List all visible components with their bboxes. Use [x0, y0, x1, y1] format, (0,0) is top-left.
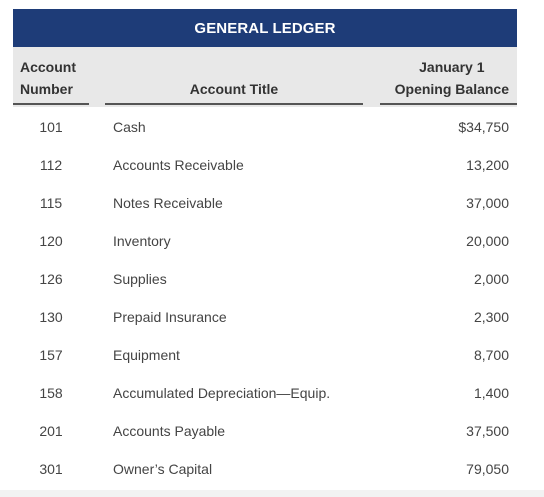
bottom-edge-band [0, 490, 544, 497]
opening-balance: 13,200 [466, 157, 509, 173]
opening-balance: 8,700 [473, 347, 509, 363]
account-title: Owner’s Capital [113, 461, 213, 477]
account-title: Supplies [113, 271, 167, 287]
table-row: 158 Accumulated Depreciation—Equip. 1,40… [13, 374, 517, 412]
account-title: Equipment [113, 347, 180, 363]
opening-balance: $34,750 [458, 119, 509, 135]
account-title: Accumulated Depreciation—Equip. [113, 385, 331, 401]
account-number: 201 [39, 423, 63, 439]
opening-balance: 2,000 [473, 271, 509, 287]
table-body: 101 Cash $34,750 112 Accounts Receivable… [13, 108, 517, 488]
general-ledger-table: GENERAL LEDGER Account Number Account Ti… [13, 9, 517, 488]
account-title: Inventory [113, 233, 171, 249]
table-row: 115 Notes Receivable 37,000 [13, 184, 517, 222]
account-number: 101 [39, 119, 63, 135]
table-row: 130 Prepaid Insurance 2,300 [13, 298, 517, 336]
opening-balance: 79,050 [466, 461, 509, 477]
header-opening-balance-line1: January 1 [419, 59, 485, 75]
ledger-title: GENERAL LEDGER [13, 9, 517, 47]
account-title: Prepaid Insurance [113, 309, 227, 325]
table-row: 101 Cash $34,750 [13, 108, 517, 146]
account-title: Cash [113, 119, 146, 135]
table-header: Account Number Account Title January 1 O… [13, 47, 517, 107]
account-number: 112 [39, 157, 63, 173]
account-number: 120 [39, 233, 63, 249]
table-row: 120 Inventory 20,000 [13, 222, 517, 260]
header-opening-balance: January 1 Opening Balance [395, 56, 509, 100]
account-number: 158 [39, 385, 63, 401]
header-rule-number [13, 103, 89, 105]
header-account-title: Account Title [189, 81, 279, 97]
account-number: 130 [39, 309, 63, 325]
table-row: 126 Supplies 2,000 [13, 260, 517, 298]
account-number: 157 [39, 347, 63, 363]
table-row: 201 Accounts Payable 37,500 [13, 412, 517, 450]
header-rule-balance [380, 103, 517, 105]
opening-balance: 20,000 [466, 233, 509, 249]
header-account-number-line1: Account [20, 59, 76, 75]
account-title: Accounts Payable [113, 423, 226, 439]
opening-balance: 1,400 [473, 385, 509, 401]
account-number: 301 [39, 461, 63, 477]
account-number: 115 [39, 195, 63, 211]
opening-balance: 37,500 [466, 423, 509, 439]
header-opening-balance-line2: Opening Balance [394, 81, 509, 97]
table-row: 112 Accounts Receivable 13,200 [13, 146, 517, 184]
header-account-number: Account Number [20, 56, 76, 100]
account-title: Notes Receivable [113, 195, 223, 211]
table-row: 301 Owner’s Capital 79,050 [13, 450, 517, 488]
header-account-number-line2: Number [20, 81, 73, 97]
header-rule-title [105, 103, 363, 105]
opening-balance: 37,000 [466, 195, 509, 211]
account-title: Accounts Receivable [113, 157, 244, 173]
table-row: 157 Equipment 8,700 [13, 336, 517, 374]
account-number: 126 [39, 271, 63, 287]
opening-balance: 2,300 [473, 309, 509, 325]
